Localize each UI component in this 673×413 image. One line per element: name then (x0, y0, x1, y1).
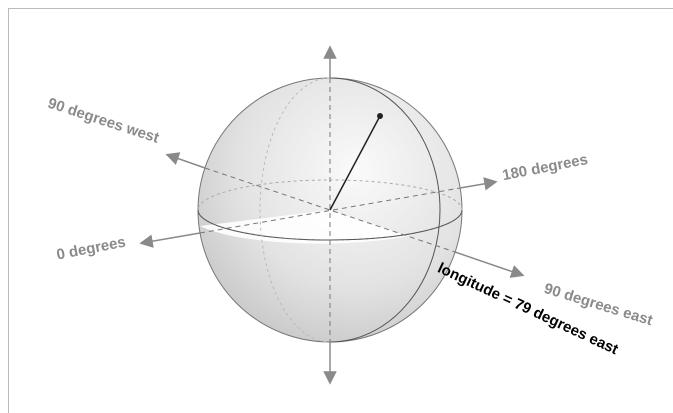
radius (329, 115, 381, 211)
arrow-east (454, 251, 525, 278)
label-west: 90 degrees west (46, 95, 161, 147)
meridian-back (259, 77, 331, 343)
prime-inner (199, 187, 461, 234)
point (377, 113, 383, 119)
west-east-inner (204, 167, 456, 253)
arrow-west (165, 152, 206, 169)
meridian (329, 77, 441, 343)
label-0: 0 degrees (55, 234, 127, 264)
arrow-prime (139, 232, 201, 248)
frame (8, 8, 673, 413)
arrow-180 (459, 177, 498, 191)
label-180: 180 degrees (501, 151, 589, 184)
equator-wedge (200, 210, 408, 244)
